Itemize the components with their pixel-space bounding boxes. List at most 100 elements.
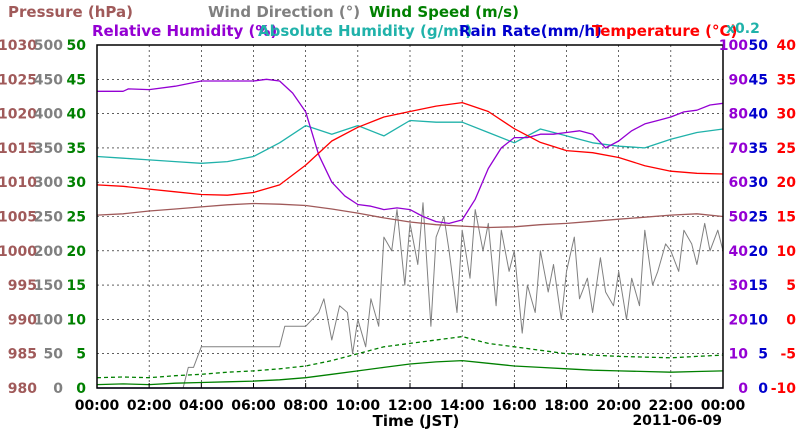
x-tick-label: 00:00 xyxy=(75,398,120,414)
y-tick-relative-humidity: 40 xyxy=(729,244,749,260)
y-tick-pressure: 1020 xyxy=(0,107,37,123)
y-tick-relative-humidity: 80 xyxy=(729,107,749,123)
y-tick-relative-humidity: 0 xyxy=(738,381,748,397)
y-tick-rain-rate: 50 xyxy=(749,38,769,54)
y-tick-rain-rate: 40 xyxy=(749,107,769,123)
y-tick-temperature: -10 xyxy=(771,381,797,397)
y-tick-relative-humidity: 70 xyxy=(729,141,749,157)
y-tick-temperature: 35 xyxy=(777,72,796,88)
y-tick-relative-humidity: 90 xyxy=(729,72,749,88)
y-tick-wind-direction: 50 xyxy=(44,347,64,363)
x-tick-label: 20:00 xyxy=(596,398,641,414)
y-tick-pressure: 1000 xyxy=(0,244,37,260)
scale-note: x0.2 xyxy=(726,21,760,37)
y-tick-pressure: 1010 xyxy=(0,175,37,191)
x-axis-title: Time (JST) xyxy=(373,412,460,430)
x-tick-label: 18:00 xyxy=(544,398,589,414)
y-tick-wind-speed: 45 xyxy=(67,72,86,88)
x-tick-label: 10:00 xyxy=(336,398,381,414)
date-label: 2011-06-09 xyxy=(632,413,722,429)
y-tick-pressure: 1025 xyxy=(0,72,37,88)
series-pressure-hpa xyxy=(96,202,724,229)
legend-rain-rate: Rain Rate(mm/h) xyxy=(459,22,602,40)
y-tick-wind-speed: 0 xyxy=(76,381,86,397)
y-tick-wind-direction: 100 xyxy=(34,312,63,328)
legend-absolute-humidity: Absolute Humidity (g/m³) xyxy=(258,22,472,40)
y-tick-wind-direction: 300 xyxy=(34,175,63,191)
y-tick-temperature: 40 xyxy=(777,38,797,54)
y-tick-relative-humidity: 30 xyxy=(729,278,749,294)
y-tick-pressure: 980 xyxy=(8,381,37,397)
y-tick-wind-direction: 350 xyxy=(34,141,63,157)
series-wind-speed-m-s xyxy=(96,359,724,386)
y-tick-wind-speed: 40 xyxy=(67,107,87,123)
y-tick-wind-speed: 15 xyxy=(67,278,86,294)
y-tick-pressure: 1015 xyxy=(0,141,37,157)
y-tick-rain-rate: 20 xyxy=(749,244,769,260)
x-tick-label: 04:00 xyxy=(179,398,224,414)
y-tick-temperature: -5 xyxy=(780,347,796,363)
legend-pressure: Pressure (hPa) xyxy=(8,3,133,21)
y-tick-wind-direction: 150 xyxy=(34,278,63,294)
y-tick-wind-speed: 25 xyxy=(67,210,86,226)
y-tick-temperature: 30 xyxy=(777,107,797,123)
x-axis: 00:00 02:00 04:00 06:00 08:00 10:00 12:00 14:00… xyxy=(75,383,746,414)
y-tick-pressure: 1030 xyxy=(0,38,37,54)
x-tick-label: 08:00 xyxy=(283,398,328,414)
y-tick-relative-humidity: 60 xyxy=(729,175,749,191)
y-tick-rain-rate: 10 xyxy=(749,312,769,328)
y-tick-temperature: 0 xyxy=(786,312,796,328)
series-relative-humidity xyxy=(97,78,724,225)
y-tick-relative-humidity: 100 xyxy=(719,38,748,54)
y-tick-wind-direction: 450 xyxy=(34,72,63,88)
legend-temperature: Temperature (°C) xyxy=(592,22,737,40)
y-tick-rain-rate: 35 xyxy=(749,141,768,157)
y-tick-temperature: 25 xyxy=(777,141,796,157)
grid xyxy=(97,45,723,388)
y-tick-relative-humidity: 50 xyxy=(729,210,749,226)
y-tick-rain-rate: 15 xyxy=(749,278,768,294)
x-tick-label: 02:00 xyxy=(127,398,172,414)
y-tick-rain-rate: 25 xyxy=(749,210,768,226)
y-tick-wind-speed: 30 xyxy=(67,175,87,191)
series-wind-speed-gust xyxy=(96,335,724,379)
series-absolute-humidity-g-m xyxy=(96,119,724,164)
y-tick-wind-direction: 400 xyxy=(34,107,63,123)
y-tick-wind-speed: 10 xyxy=(67,312,87,328)
y-tick-wind-speed: 50 xyxy=(67,38,87,54)
legend-wind-direction: Wind Direction (°) xyxy=(208,3,360,21)
y-tick-pressure: 1005 xyxy=(0,210,37,226)
y-tick-temperature: 20 xyxy=(777,175,797,191)
y-tick-rain-rate: 45 xyxy=(749,72,768,88)
x-tick-label: 12:00 xyxy=(388,398,433,414)
y-tick-wind-direction: 200 xyxy=(34,244,63,260)
y-tick-pressure: 995 xyxy=(8,278,37,294)
y-tick-rain-rate: 30 xyxy=(749,175,769,191)
y-tick-rain-rate: 0 xyxy=(758,381,768,397)
y-tick-wind-direction: 250 xyxy=(34,210,63,226)
x-tick-label: 16:00 xyxy=(492,398,537,414)
y-tick-relative-humidity: 10 xyxy=(729,347,749,363)
x-tick-label: 22:00 xyxy=(649,398,694,414)
y-tick-pressure: 990 xyxy=(8,312,37,328)
y-axes: 1030102510201015101010051000995990985980… xyxy=(0,38,796,397)
x-tick-label: 14:00 xyxy=(440,398,485,414)
x-tick-label: 00:00 xyxy=(701,398,746,414)
series-temperature-c xyxy=(96,101,724,196)
x-tick-label: 06:00 xyxy=(231,398,276,414)
y-tick-temperature: 15 xyxy=(777,210,796,226)
y-tick-relative-humidity: 20 xyxy=(729,312,749,328)
legend-wind-speed: Wind Speed (m/s) xyxy=(369,3,519,21)
y-tick-temperature: 5 xyxy=(786,278,796,294)
series-wind-direction xyxy=(97,202,724,389)
y-tick-wind-speed: 20 xyxy=(67,244,87,260)
y-tick-pressure: 985 xyxy=(8,347,37,363)
y-tick-rain-rate: 5 xyxy=(758,347,768,363)
legend-relative-humidity: Relative Humidity (%) xyxy=(92,22,277,40)
y-tick-wind-direction: 0 xyxy=(53,381,63,397)
y-tick-temperature: 10 xyxy=(777,244,797,260)
y-tick-wind-direction: 500 xyxy=(34,38,63,54)
y-tick-wind-speed: 35 xyxy=(67,141,86,157)
y-tick-wind-speed: 5 xyxy=(76,347,86,363)
